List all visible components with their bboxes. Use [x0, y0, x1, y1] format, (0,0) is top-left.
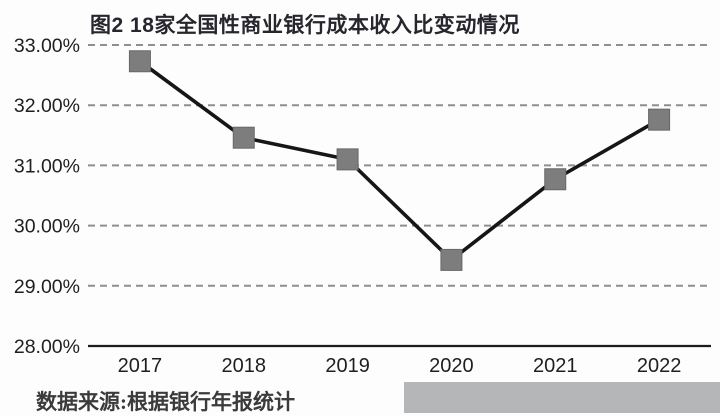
data-point-marker-2017 [128, 50, 151, 73]
y-axis-tick-label: 29.00% [14, 276, 80, 298]
x-axis-tick-label: 2017 [118, 355, 163, 377]
x-axis-tick-label: 2021 [533, 355, 578, 377]
y-axis-tick-label: 31.00% [14, 155, 80, 177]
y-axis-tick-label: 32.00% [14, 95, 80, 117]
x-axis-tick-label: 2020 [429, 355, 474, 377]
data-point-marker-2019 [336, 148, 359, 171]
y-axis-tick-label: 33.00% [14, 35, 80, 57]
x-axis-tick-label: 2022 [637, 355, 682, 377]
bottom-gray-block [404, 382, 720, 413]
data-point-marker-2021 [544, 168, 567, 191]
y-axis-tick-label: 30.00% [14, 216, 80, 238]
y-axis-tick-label: 28.00% [14, 336, 80, 358]
source-note: 数据来源:根据银行年报统计 [36, 390, 295, 414]
x-axis-tick-label: 2018 [222, 355, 267, 377]
chart-title: 图2 18家全国性商业银行成本收入比变动情况 [90, 14, 520, 37]
data-point-marker-2018 [232, 126, 255, 149]
data-series-line [138, 59, 660, 263]
x-axis-tick-label: 2019 [325, 355, 370, 377]
data-point-marker-2020 [440, 248, 463, 271]
data-point-marker-2022 [648, 108, 671, 131]
